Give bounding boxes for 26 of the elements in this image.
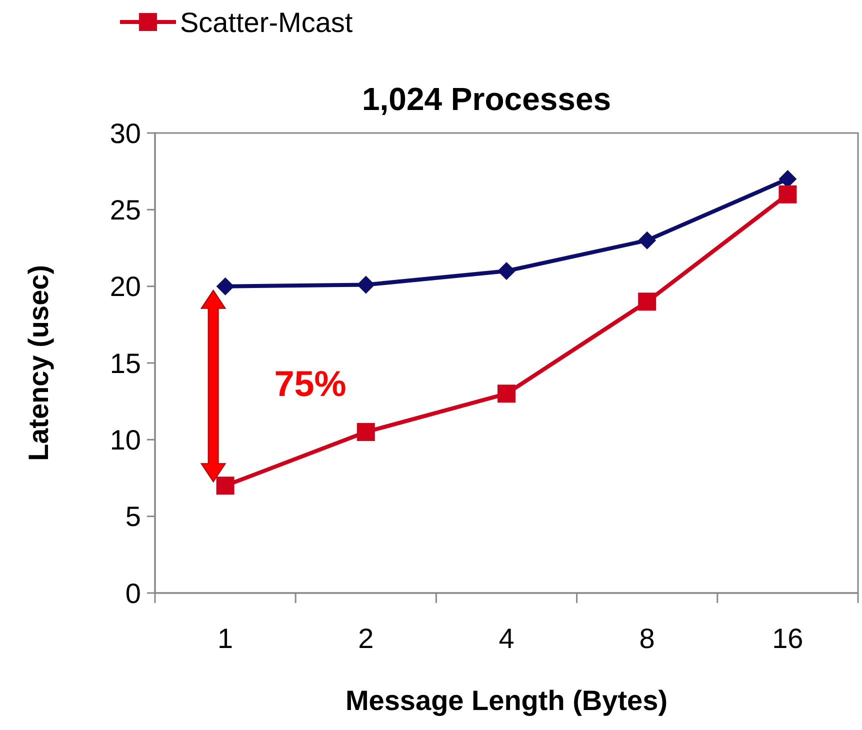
annotation: 75% (274, 363, 346, 404)
x-tick-label: 1 (218, 623, 234, 654)
point (498, 384, 516, 403)
y-tick-label: 0 (125, 578, 141, 609)
point (638, 231, 656, 250)
x-tick-label: 8 (639, 623, 655, 654)
y-tick-label: 5 (125, 501, 141, 532)
point (638, 292, 656, 311)
x-axis-title: Message Length (Bytes) (345, 685, 668, 716)
point (216, 277, 234, 296)
point (216, 476, 234, 495)
legend-label: Scatter-Mcast (180, 6, 353, 38)
point (498, 262, 516, 280)
y-tick-label: 20 (110, 271, 141, 302)
y-tick-label: 15 (110, 348, 141, 379)
y-tick-label: 25 (110, 194, 141, 226)
x-tick-label: 2 (358, 623, 374, 654)
chart-title: 1,024 Processes (362, 81, 612, 117)
y-axis-title: Latency (usec) (23, 264, 54, 462)
point (778, 185, 797, 204)
x-tick-label: 4 (498, 623, 514, 654)
x-tick-label: 16 (772, 623, 804, 654)
point (356, 276, 375, 294)
point (356, 423, 375, 441)
y-tick-label: 30 (110, 118, 141, 149)
y-tick-label: 10 (110, 424, 141, 456)
